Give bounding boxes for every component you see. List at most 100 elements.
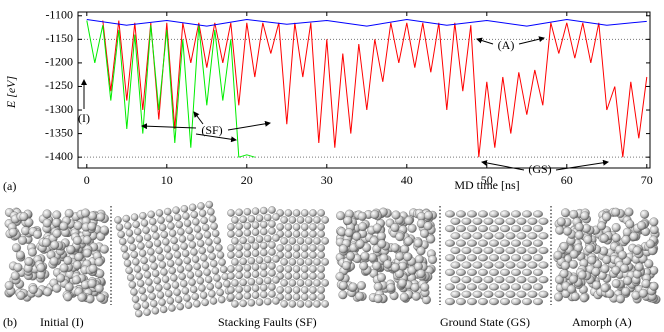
atom <box>243 271 252 279</box>
y-tick-label: -1100 <box>45 8 73 22</box>
atom <box>264 234 272 243</box>
atom <box>533 210 543 218</box>
atom <box>489 298 499 306</box>
atom <box>445 268 455 276</box>
atom <box>467 239 477 247</box>
atom <box>16 291 26 300</box>
atom <box>81 208 90 218</box>
atom <box>516 290 527 298</box>
atom <box>82 235 92 245</box>
atom <box>568 259 578 269</box>
atom <box>357 211 367 221</box>
atom <box>185 226 193 235</box>
atom <box>336 211 346 221</box>
atom <box>649 225 659 235</box>
atom <box>268 248 276 256</box>
atom <box>522 239 532 247</box>
atom <box>247 299 256 307</box>
atom <box>369 236 379 246</box>
atom <box>216 288 224 297</box>
atom <box>580 211 590 221</box>
atom <box>553 250 563 260</box>
atom <box>191 255 200 263</box>
atom <box>94 284 104 293</box>
atom <box>24 217 34 227</box>
atom <box>516 261 527 269</box>
atom <box>196 277 205 285</box>
atom <box>505 232 516 240</box>
atom <box>170 236 178 245</box>
atom <box>272 213 280 221</box>
structure-label: Stacking Faults (SF) <box>218 315 317 329</box>
x-tick-label: 0 <box>84 173 90 187</box>
atom <box>522 254 532 262</box>
structure-label: Initial (I) <box>40 315 84 329</box>
atom <box>611 207 621 217</box>
atom <box>500 298 510 306</box>
atom <box>505 246 516 255</box>
atom <box>456 239 466 247</box>
atom <box>348 282 358 292</box>
atom <box>407 223 417 233</box>
atom <box>494 232 505 240</box>
atom <box>205 200 214 209</box>
panel-label: (b) <box>3 315 17 329</box>
atom <box>321 216 329 224</box>
atom <box>157 253 165 262</box>
arrow <box>518 36 545 45</box>
atom <box>132 220 140 229</box>
atom <box>28 285 38 295</box>
atom <box>176 265 185 273</box>
atom <box>235 250 243 259</box>
atom <box>292 209 301 217</box>
atom <box>251 242 260 250</box>
atom <box>166 259 175 268</box>
atom <box>467 254 477 262</box>
atom <box>640 209 650 219</box>
atom <box>288 258 297 266</box>
atom <box>206 282 215 291</box>
structure-panel <box>335 207 438 305</box>
atom <box>472 261 483 269</box>
atom <box>494 290 505 298</box>
atom <box>151 307 160 315</box>
atom <box>445 283 455 291</box>
atom <box>423 221 433 231</box>
atom <box>478 268 488 276</box>
atom <box>338 244 348 254</box>
atom <box>235 243 243 252</box>
atom <box>125 229 134 237</box>
atom <box>160 268 168 276</box>
atom <box>168 229 177 237</box>
atom <box>247 257 256 265</box>
atom <box>483 217 494 225</box>
atom <box>175 220 184 229</box>
atom <box>309 286 317 294</box>
atom <box>511 239 521 247</box>
atom <box>623 276 633 286</box>
atom <box>538 276 549 284</box>
atom <box>500 254 510 262</box>
structure-panel <box>4 207 110 304</box>
atom <box>185 264 193 272</box>
atom <box>153 239 162 247</box>
atom <box>280 300 288 308</box>
structure-panels <box>4 200 661 318</box>
atom <box>260 241 268 250</box>
atom <box>260 262 268 271</box>
atom <box>231 258 239 266</box>
atom <box>201 261 210 269</box>
atom <box>197 202 205 210</box>
atom <box>52 229 62 238</box>
plot-area <box>78 19 650 158</box>
atom <box>461 246 472 255</box>
atom <box>317 272 325 280</box>
atom <box>391 210 401 220</box>
atom <box>344 228 354 238</box>
atom <box>555 275 564 285</box>
atom <box>522 268 532 276</box>
atom <box>72 260 82 270</box>
atom <box>456 283 466 291</box>
atom <box>313 258 321 266</box>
